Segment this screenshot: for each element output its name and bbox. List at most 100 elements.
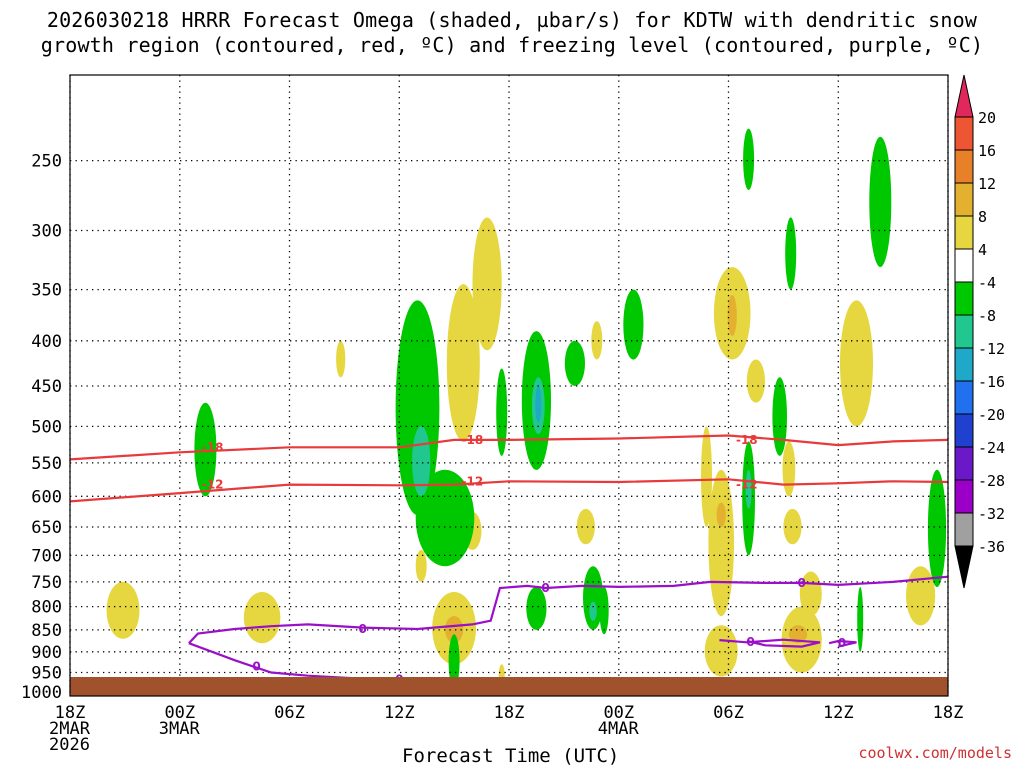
colorbar-label: -16	[978, 373, 1005, 391]
colorbar-label: -32	[978, 505, 1005, 523]
x-tick-label: 06Z	[274, 703, 305, 723]
colorbar-segment	[954, 281, 974, 316]
y-tick-label: 400	[31, 332, 62, 352]
dgz-contour-label: -12	[462, 474, 484, 488]
omega-region	[599, 586, 609, 635]
y-tick-label: 350	[31, 281, 62, 301]
y-tick-label: 700	[31, 546, 62, 566]
colorbar-label: -28	[978, 472, 1005, 490]
colorbar-label: -8	[978, 307, 996, 325]
omega-region	[727, 295, 737, 336]
colorbar-label: 20	[978, 109, 996, 127]
omega-region	[576, 508, 595, 545]
colorbar-segment	[954, 512, 974, 547]
x-tick-label: 18Z	[933, 703, 964, 723]
x-tick-label: 00Z	[603, 703, 634, 723]
y-tick-label: 300	[31, 222, 62, 242]
colorbar-segment	[954, 149, 974, 184]
colorbar-label: -20	[978, 406, 1005, 424]
x-tick-label: 3MAR	[159, 719, 201, 739]
x-tick-label: 2MAR	[49, 719, 91, 739]
freezing-level-label: 0	[798, 576, 806, 590]
colorbar-segment	[954, 248, 974, 283]
omega-region	[496, 368, 508, 456]
y-tick-label: 900	[31, 643, 62, 663]
y-tick-label: 750	[31, 573, 62, 593]
y-tick-label: 250	[31, 152, 62, 172]
omega-region	[472, 217, 502, 351]
omega-region	[589, 601, 597, 621]
omega-region	[535, 385, 542, 423]
colorbar-segment	[954, 413, 974, 448]
colorbar-label: 8	[978, 208, 987, 226]
y-tick-label: 950	[31, 664, 62, 684]
x-tick-label: 00Z	[164, 703, 195, 723]
y-tick-label: 800	[31, 598, 62, 618]
colorbar: 20 16 12 8 4 -4 -8 -12 -16 -20 -24 -28 -32 -36	[954, 74, 1005, 589]
plot-frame	[69, 74, 949, 697]
omega-region	[783, 508, 802, 545]
omega-region	[746, 359, 766, 403]
omega-region	[336, 340, 346, 378]
omega-region	[906, 566, 936, 626]
dgz-contour-label: -12	[736, 478, 758, 492]
colorbar-segment	[954, 314, 974, 349]
omega-region	[526, 586, 547, 630]
dgz-contour-label: -12	[202, 478, 224, 492]
y-tick-label: 850	[31, 621, 62, 641]
omega-region	[857, 587, 864, 652]
omega-region	[446, 284, 480, 442]
omega-region	[445, 616, 464, 644]
colorbar-label: 4	[978, 241, 987, 259]
freezing-level-line	[188, 575, 948, 644]
omega-region	[415, 549, 427, 582]
omega-region	[591, 321, 603, 360]
omega-region	[785, 217, 797, 290]
freezing-level-label: 0	[838, 636, 846, 650]
credit-link[interactable]: coolwx.com/models	[858, 744, 1012, 762]
omega-region	[782, 441, 796, 497]
freezing-level-label: 0	[252, 659, 260, 673]
omega-region	[194, 402, 217, 497]
x-tick-label: 2026	[49, 735, 90, 755]
omega-region	[564, 340, 586, 386]
y-tick-label: 600	[31, 487, 62, 507]
y-tick-label: 1000	[21, 683, 62, 703]
freezing-level-line	[719, 638, 821, 648]
x-tick-label: 06Z	[713, 703, 744, 723]
omega-region	[704, 625, 738, 677]
colorbar-top-arrow	[954, 74, 974, 118]
freezing-level-label: 0	[541, 581, 549, 595]
omega-region	[415, 469, 475, 567]
dgz-contour-line	[70, 478, 948, 503]
omega-region	[106, 581, 140, 639]
freezing-level-label: 0	[359, 622, 367, 636]
x-tick-label: 12Z	[823, 703, 854, 723]
omega-region	[743, 128, 755, 190]
omega-region	[869, 136, 892, 267]
colorbar-segment	[954, 446, 974, 481]
omega-region	[927, 469, 947, 587]
omega-region	[243, 592, 281, 644]
omega-region	[745, 469, 752, 509]
dgz-contour-line	[70, 434, 948, 461]
chart-title-line-1: 2026030218 HRRR Forecast Omega (shaded, …	[46, 8, 978, 32]
omega-region	[708, 469, 734, 617]
dgz-contour-label: -18	[736, 433, 758, 447]
dgz-contour-label: -18	[462, 433, 484, 447]
colorbar-segment	[954, 479, 974, 514]
freezing-level-label: 0	[746, 635, 754, 649]
omega-region	[623, 289, 644, 360]
colorbar-label: -24	[978, 439, 1005, 457]
colorbar-segment	[954, 182, 974, 217]
x-tick-label: 18Z	[494, 703, 525, 723]
colorbar-segment	[954, 347, 974, 382]
y-tick-label: 650	[31, 518, 62, 538]
colorbar-segment	[954, 380, 974, 415]
x-axis-label: Forecast Time (UTC)	[402, 745, 620, 767]
colorbar-label: -4	[978, 274, 996, 292]
y-tick-label: 450	[31, 377, 62, 397]
colorbar-bottom-arrow	[954, 545, 974, 589]
x-tick-label: 12Z	[384, 703, 415, 723]
